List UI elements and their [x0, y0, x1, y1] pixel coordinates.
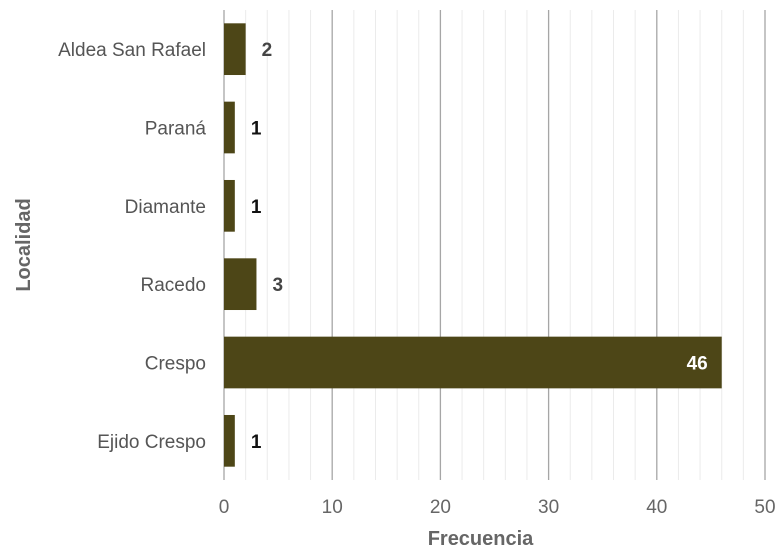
category-label: Racedo [141, 275, 207, 296]
bar [224, 414, 235, 467]
x-tick-label: 20 [430, 497, 451, 518]
data-label: 1 [251, 197, 262, 218]
data-label: 1 [251, 119, 262, 140]
data-label: 46 [687, 354, 708, 375]
bars [224, 23, 722, 467]
data-label: 1 [251, 432, 262, 453]
x-tick-label: 40 [646, 497, 667, 518]
major-gridlines [223, 10, 766, 480]
bar [224, 101, 235, 154]
x-tick-label: 0 [219, 497, 230, 518]
x-tick-label: 50 [754, 497, 775, 518]
minor-gridlines [245, 10, 744, 480]
bar [224, 336, 722, 389]
category-label: Diamante [125, 197, 206, 218]
bar [224, 23, 246, 76]
category-label: Crespo [145, 354, 206, 375]
x-axis-title: Frecuencia [428, 528, 534, 550]
x-tick-label: 10 [322, 497, 343, 518]
bar [224, 179, 235, 232]
data-labels: 2 1 1 3 46 1 [251, 40, 708, 453]
x-tick-labels: 0 10 20 30 40 50 [219, 497, 776, 518]
x-tick-label: 30 [538, 497, 559, 518]
category-label: Paraná [145, 119, 207, 140]
y-axis-title: Localidad [13, 198, 35, 291]
category-label: Aldea San Rafael [58, 40, 206, 61]
category-labels: Aldea San Rafael Paraná Diamante Racedo Cres… [58, 40, 206, 453]
data-label: 3 [272, 275, 283, 296]
category-label: Ejido Crespo [97, 432, 206, 453]
data-label: 2 [262, 40, 273, 61]
bar [224, 258, 257, 311]
